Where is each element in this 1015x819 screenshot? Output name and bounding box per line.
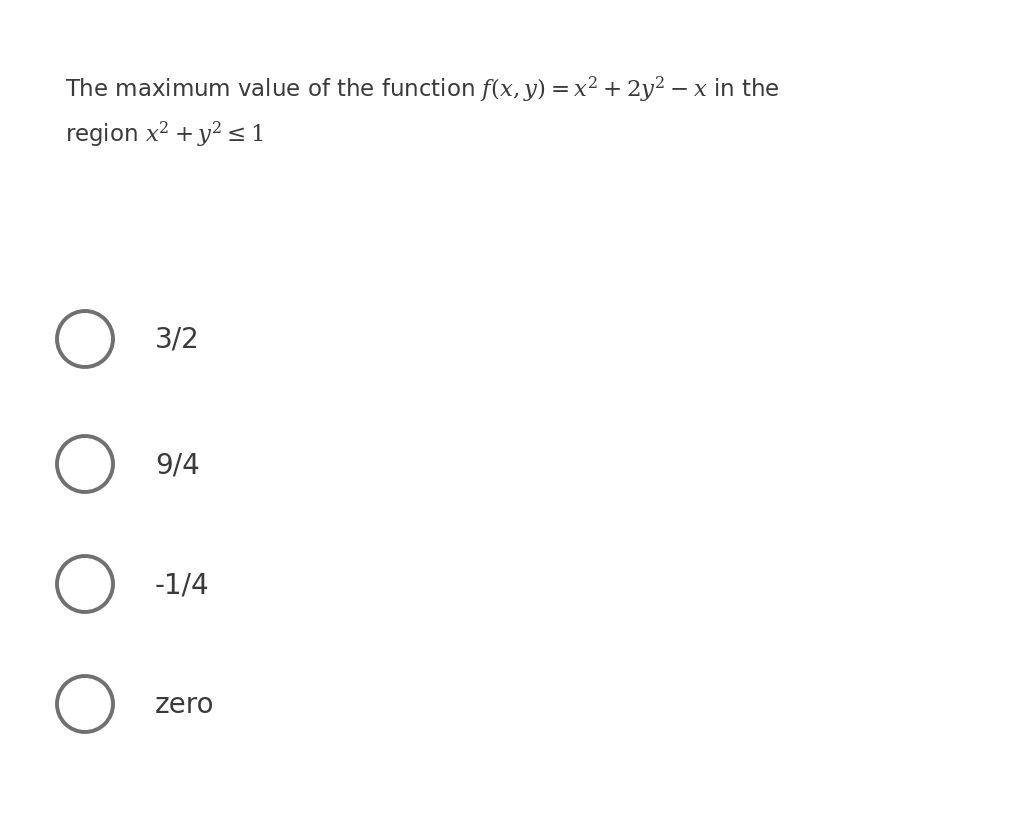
- Text: The maximum value of the function $\it{f}(x, y) = x^2 + 2y^2 - x$ in the: The maximum value of the function $\it{f…: [65, 75, 780, 105]
- Text: region $x^2 + y^2 \leq 1$: region $x^2 + y^2 \leq 1$: [65, 120, 264, 150]
- Text: 9/4: 9/4: [155, 450, 200, 478]
- Text: 3/2: 3/2: [155, 326, 200, 354]
- Text: zero: zero: [155, 690, 214, 718]
- Text: -1/4: -1/4: [155, 570, 210, 598]
